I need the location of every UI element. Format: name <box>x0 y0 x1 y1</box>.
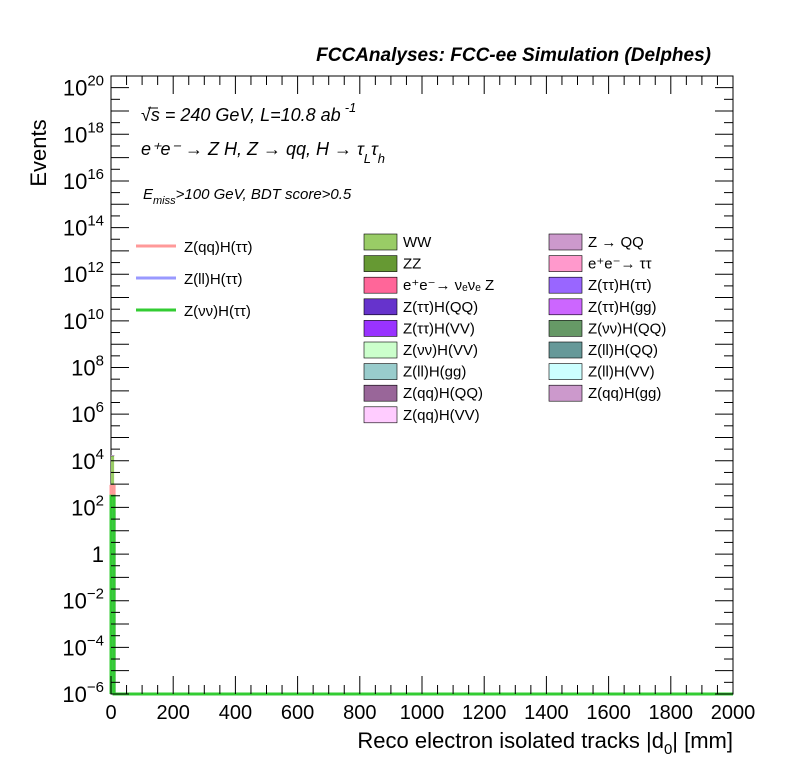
y-tick-label: 108 <box>71 353 104 381</box>
x-tick-label: 400 <box>219 702 252 724</box>
chart-title: FCCAnalyses: FCC-ee Simulation (Delphes) <box>316 45 711 66</box>
x-tick-label: 1800 <box>649 702 694 724</box>
y-tick-label: 10−6 <box>62 679 104 707</box>
legend-bkg-swatch <box>363 363 398 380</box>
legend-bkg-swatch <box>363 320 398 337</box>
signal-line-2 <box>109 494 733 696</box>
legend-bkg-label: Z(νν)H(QQ) <box>588 320 666 337</box>
legend-background: WW ZZ e⁺e⁻→ νₑνₑ Z Z(ττ)H(QQ) Z(ττ)H(VV) Z(νν… <box>363 233 666 424</box>
legend-bkg-label: Z(ll)H(VV) <box>588 364 655 381</box>
energy-annotation: √s = 240 GeV, L=10.8 ab -1 <box>141 100 356 125</box>
y-tick-label: 106 <box>71 399 104 427</box>
legend-bkg-label: Z(qq)H(QQ) <box>403 385 483 402</box>
cut-annotation: Emiss>100 GeV, BDT score>0.5 <box>143 186 352 207</box>
y-axis-ticks: 1020 1018 1016 1014 1012 1010 108 106 104 102 1 10−… <box>62 73 733 707</box>
y-tick-label: 102 <box>71 492 104 520</box>
x-tick-label: 2000 <box>711 702 756 724</box>
legend-bkg-label: Z → QQ <box>588 234 644 251</box>
legend-signal-label: Z(ll)H(ττ) <box>184 271 243 288</box>
legend-bkg-label: Z(qq)H(VV) <box>403 407 480 424</box>
legend-signal-label: Z(qq)H(ττ) <box>184 239 253 256</box>
legend-bkg-label: Z(ττ)H(VV) <box>403 320 475 337</box>
legend-bkg-label: Z(ll)H(gg) <box>403 364 466 381</box>
x-tick-label: 1600 <box>586 702 631 724</box>
legend-bkg-swatch <box>548 276 583 294</box>
bkg-bar-1 <box>111 455 115 457</box>
legend-bkg-swatch <box>363 255 398 272</box>
legend-bkg-label: Z(ll)H(QQ) <box>588 342 658 359</box>
y-tick-label: 1020 <box>63 73 104 101</box>
legend-bkg-label: Z(νν)H(VV) <box>403 342 478 359</box>
legend-bkg-label: Z(ττ)H(ττ) <box>588 277 652 294</box>
legend-bkg-swatch <box>548 363 583 380</box>
y-tick-label: 10−4 <box>62 632 104 660</box>
x-tick-label: 600 <box>281 702 314 724</box>
legend-bkg-swatch <box>548 233 583 251</box>
x-tick-label: 200 <box>157 702 190 724</box>
legend-bkg-swatch <box>363 276 398 294</box>
legend-bkg-swatch <box>548 320 583 337</box>
y-tick-label: 1018 <box>63 119 104 147</box>
legend-signal-label: Z(νν)H(ττ) <box>184 303 251 320</box>
legend-signal: Z(qq)H(ττ) Z(ll)H(ττ) Z(νν)H(ττ) <box>136 239 253 320</box>
y-tick-label: 1010 <box>63 306 104 334</box>
bkg-bar-0 <box>111 456 115 694</box>
legend-bkg-swatch <box>363 298 398 316</box>
legend-bkg-label: e⁺e⁻→ ττ <box>588 256 652 273</box>
legend-bkg-swatch <box>363 341 398 359</box>
legend-bkg-label: Z(qq)H(gg) <box>588 385 661 402</box>
legend-bkg-swatch <box>548 384 583 402</box>
signal-line-1 <box>109 511 733 696</box>
legend-bkg-label: Z(ττ)H(gg) <box>588 299 657 316</box>
y-tick-label: 1016 <box>63 166 104 194</box>
x-axis-ticks: 0 200 400 600 800 1000 1200 1400 1600 1800 2000 <box>105 76 755 724</box>
x-axis-label: Reco electron isolated tracks |d0| [mm] <box>357 728 733 758</box>
bkg-bar-16 <box>111 455 115 456</box>
y-tick-label: 1 <box>92 542 104 567</box>
x-tick-label: 0 <box>105 702 116 724</box>
legend-bkg-label: ZZ <box>403 256 421 273</box>
x-tick-label: 800 <box>343 702 376 724</box>
legend-bkg-label: WW <box>403 234 432 251</box>
legend-bkg-label: Z(ττ)H(QQ) <box>403 299 478 316</box>
legend-bkg-swatch <box>548 298 583 316</box>
legend-bkg-label: e⁺e⁻→ νₑνₑ Z <box>403 277 494 294</box>
legend-bkg-swatch <box>548 255 583 272</box>
legend-bkg-swatch <box>363 406 398 424</box>
y-tick-label: 1014 <box>63 213 104 241</box>
x-tick-label: 1000 <box>400 702 445 724</box>
y-tick-label: 104 <box>71 446 104 474</box>
y-tick-label: 10−2 <box>62 586 104 614</box>
y-axis-label: Events <box>26 119 51 186</box>
y-tick-label: 1012 <box>63 259 104 287</box>
legend-bkg-swatch <box>363 233 398 251</box>
legend-bkg-swatch <box>548 341 583 359</box>
x-tick-label: 1400 <box>524 702 569 724</box>
x-tick-label: 1200 <box>462 702 507 724</box>
process-annotation: e⁺e⁻ → Z H, Z → qq, H → τLτh <box>141 139 385 166</box>
signal-line-0 <box>109 484 733 696</box>
histogram-bars <box>109 455 733 696</box>
legend-bkg-swatch <box>363 384 398 402</box>
